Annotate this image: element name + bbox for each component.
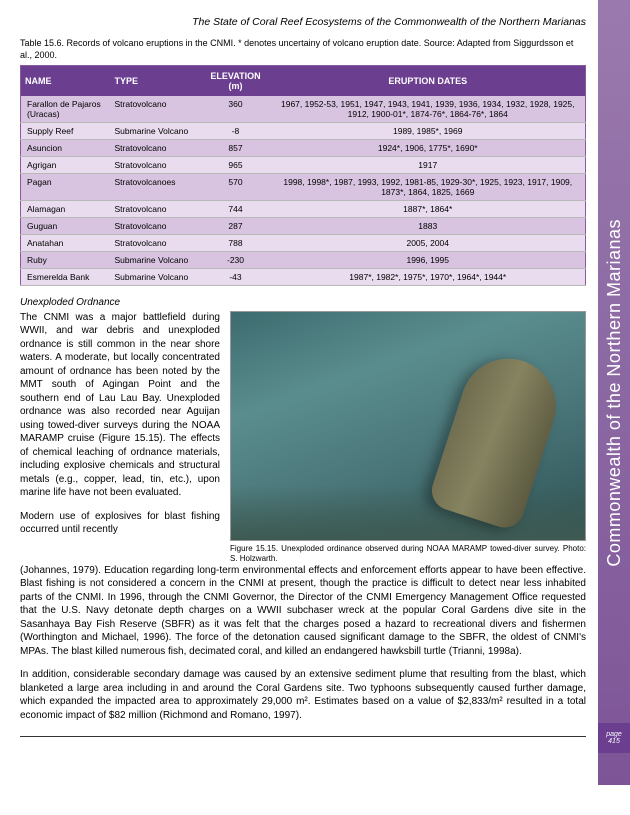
table-cell: Stratovolcano xyxy=(111,96,201,123)
table-cell: 788 xyxy=(201,235,271,252)
para-left-2: Modern use of explosives for blast fishi… xyxy=(20,510,220,537)
table-caption: Table 15.6. Records of volcano eruptions… xyxy=(20,38,586,61)
body-section: Unexploded Ordnance The CNMI was a major… xyxy=(20,296,586,737)
table-cell: Anatahan xyxy=(21,235,111,252)
table-cell: 1887*, 1864* xyxy=(271,201,586,218)
table-cell: Agrigan xyxy=(21,157,111,174)
table-cell: Stratovolcanoes xyxy=(111,174,201,201)
table-cell: Stratovolcano xyxy=(111,157,201,174)
table-cell: 287 xyxy=(201,218,271,235)
table-cell: 2005, 2004 xyxy=(271,235,586,252)
table-cell: Submarine Volcano xyxy=(111,252,201,269)
table-row: AgriganStratovolcano9651917 xyxy=(21,157,586,174)
table-cell: 1917 xyxy=(271,157,586,174)
table-cell: Stratovolcano xyxy=(111,201,201,218)
table-cell: 857 xyxy=(201,140,271,157)
table-row: AlamaganStratovolcano7441887*, 1864* xyxy=(21,201,586,218)
table-cell: -8 xyxy=(201,123,271,140)
table-cell: Submarine Volcano xyxy=(111,123,201,140)
two-column: The CNMI was a major battlefield during … xyxy=(20,311,586,564)
table-cell: Submarine Volcano xyxy=(111,269,201,286)
col-type: TYPE xyxy=(111,66,201,97)
table-row: Esmerelda BankSubmarine Volcano-431987*,… xyxy=(21,269,586,286)
figure-column: Figure 15.15. Unexploded ordinance obser… xyxy=(230,311,586,564)
col-elevation: ELEVATION (m) xyxy=(201,66,271,97)
table-cell: 1998, 1998*, 1987, 1993, 1992, 1981-85, … xyxy=(271,174,586,201)
volcano-table: NAME TYPE ELEVATION (m) ERUPTION DATES F… xyxy=(20,65,586,286)
table-cell: Alamagan xyxy=(21,201,111,218)
table-body: Farallon de Pajaros (Uracas)Stratovolcan… xyxy=(21,96,586,286)
table-row: AnatahanStratovolcano7882005, 2004 xyxy=(21,235,586,252)
page-number: 415 xyxy=(608,738,620,746)
table-cell: 1967, 1952-53, 1951, 1947, 1943, 1941, 1… xyxy=(271,96,586,123)
table-cell: 744 xyxy=(201,201,271,218)
table-row: PaganStratovolcanoes5701998, 1998*, 1987… xyxy=(21,174,586,201)
para-3: In addition, considerable secondary dama… xyxy=(20,668,586,722)
table-head: NAME TYPE ELEVATION (m) ERUPTION DATES xyxy=(21,66,586,97)
table-cell: Supply Reef xyxy=(21,123,111,140)
table-cell: -230 xyxy=(201,252,271,269)
section-subhead: Unexploded Ordnance xyxy=(20,296,586,310)
table-row: GuguanStratovolcano2871883 xyxy=(21,218,586,235)
table-row: Supply ReefSubmarine Volcano-81989, 1985… xyxy=(21,123,586,140)
table-cell: 360 xyxy=(201,96,271,123)
table-cell: Guguan xyxy=(21,218,111,235)
table-cell: Stratovolcano xyxy=(111,140,201,157)
page-number-badge: page 415 xyxy=(598,723,630,753)
table-cell: 1883 xyxy=(271,218,586,235)
table-cell: 1989, 1985*, 1969 xyxy=(271,123,586,140)
col-eruption: ERUPTION DATES xyxy=(271,66,586,97)
table-cell: Stratovolcano xyxy=(111,218,201,235)
horizontal-rule xyxy=(20,736,586,737)
para-left-1: The CNMI was a major battlefield during … xyxy=(20,311,220,500)
table-cell: Esmerelda Bank xyxy=(21,269,111,286)
sea-floor-decoration xyxy=(231,485,585,540)
side-tab-label: Commonwealth of the Northern Marianas xyxy=(604,219,625,567)
left-column: The CNMI was a major battlefield during … xyxy=(20,311,220,564)
figure-image xyxy=(230,311,586,541)
table-row: AsuncionStratovolcano8571924*, 1906, 177… xyxy=(21,140,586,157)
table-cell: Stratovolcano xyxy=(111,235,201,252)
table-cell: Farallon de Pajaros (Uracas) xyxy=(21,96,111,123)
col-name: NAME xyxy=(21,66,111,97)
side-tab: Commonwealth of the Northern Marianas xyxy=(598,0,630,785)
table-row: Farallon de Pajaros (Uracas)Stratovolcan… xyxy=(21,96,586,123)
page: Commonwealth of the Northern Marianas pa… xyxy=(0,0,630,753)
table-cell: 965 xyxy=(201,157,271,174)
para-continuation: (Johannes, 1979). Education regarding lo… xyxy=(20,564,586,659)
table-cell: 1987*, 1982*, 1975*, 1970*, 1964*, 1944* xyxy=(271,269,586,286)
running-header: The State of Coral Reef Ecosystems of th… xyxy=(20,16,586,28)
table-cell: 1924*, 1906, 1775*, 1690* xyxy=(271,140,586,157)
table-cell: Ruby xyxy=(21,252,111,269)
table-cell: Pagan xyxy=(21,174,111,201)
table-cell: 1996, 1995 xyxy=(271,252,586,269)
figure-caption: Figure 15.15. Unexploded ordinance obser… xyxy=(230,544,586,564)
table-cell: Asuncion xyxy=(21,140,111,157)
table-cell: -43 xyxy=(201,269,271,286)
page-label: page xyxy=(606,731,622,739)
table-cell: 570 xyxy=(201,174,271,201)
table-row: RubySubmarine Volcano-2301996, 1995 xyxy=(21,252,586,269)
